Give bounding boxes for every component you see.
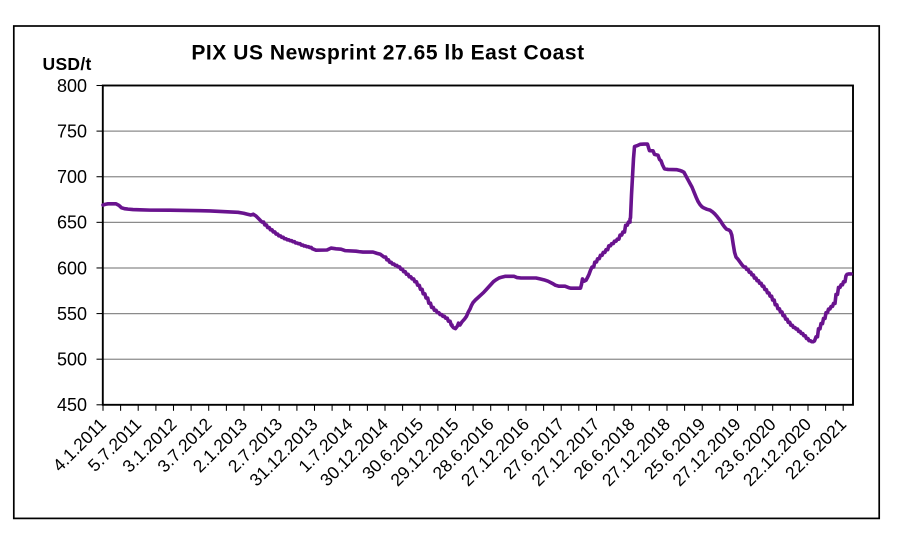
svg-text:USD/t: USD/t xyxy=(43,54,92,74)
svg-text:700: 700 xyxy=(57,167,87,187)
svg-text:650: 650 xyxy=(57,213,87,233)
svg-text:600: 600 xyxy=(57,258,87,278)
svg-text:550: 550 xyxy=(57,304,87,324)
svg-text:500: 500 xyxy=(57,349,87,369)
svg-text:750: 750 xyxy=(57,121,87,141)
svg-text:800: 800 xyxy=(57,76,87,96)
svg-text:PIX US Newsprint 27.65 lb East: PIX US Newsprint 27.65 lb East Coast xyxy=(191,42,584,65)
svg-text:450: 450 xyxy=(57,395,87,415)
